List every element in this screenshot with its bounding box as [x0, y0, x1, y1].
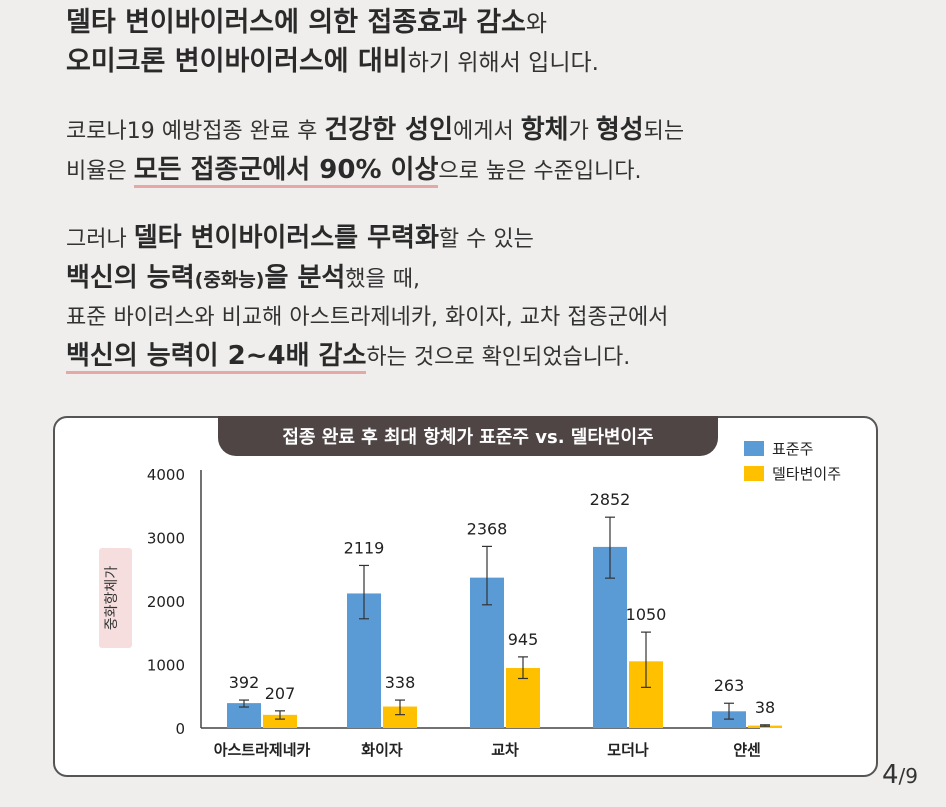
text-segment: 와 — [525, 11, 548, 37]
text-segment: 하기 위해서 입니다. — [407, 50, 599, 76]
p3-line: 그러나 델타 변이바이러스를 무력화할 수 있는 — [66, 219, 668, 259]
text-segment: 백신의 능력이 2~4배 감소 — [66, 341, 367, 374]
data-label: 2852 — [590, 490, 631, 509]
data-label: 945 — [508, 630, 539, 649]
text-segment: 표준 바이러스와 비교해 아스트라제네카, 화이자, 교차 접종군에서 — [66, 305, 669, 330]
text-segment: 델타 변이바이러스에 의한 접종효과 감소 — [66, 7, 526, 38]
delta-paragraph: 그러나 델타 변이바이러스를 무력화할 수 있는 백신의 능력(중화능)을 분석했… — [66, 219, 668, 377]
text-segment: 할 수 있는 — [438, 227, 534, 252]
text-segment: 비율은 — [66, 159, 134, 184]
text-segment: 형성 — [595, 115, 644, 145]
text-segment: 그러나 — [66, 227, 134, 252]
x-tick-label: 아스트라제네카 — [214, 741, 311, 759]
text-segment: 모든 접종군에서 90% 이상 — [133, 155, 439, 188]
text-segment: 에게서 — [453, 119, 521, 144]
x-tick-label: 화이자 — [361, 741, 403, 759]
bar-delta — [383, 706, 417, 728]
x-tick-label: 얀센 — [733, 741, 761, 759]
data-label: 38 — [755, 698, 775, 717]
text-segment: 했을 때, — [345, 267, 420, 292]
y-label-bg — [99, 548, 132, 648]
text-segment: 항체 — [520, 115, 569, 145]
data-label: 392 — [229, 673, 260, 692]
y-tick-label: 1000 — [147, 657, 185, 675]
text-segment: 되는 — [643, 119, 685, 144]
text-segment: 가 — [568, 119, 596, 144]
data-label: 207 — [265, 684, 296, 703]
text-segment: (중화능) — [194, 269, 265, 291]
p2-line: 비율은 모든 접종군에서 90% 이상으로 높은 수준입니다. — [66, 151, 684, 191]
y-tick-label: 3000 — [147, 530, 185, 548]
page-current: 4 — [881, 760, 899, 790]
y-tick-label: 4000 — [147, 466, 185, 484]
p3-line: 백신의 능력이 2~4배 감소하는 것으로 확인되었습니다. — [66, 337, 668, 377]
intro-paragraph: 델타 변이바이러스에 의한 접종효과 감소와 오미크론 변이바이러스에 대비하기 … — [66, 4, 599, 82]
text-segment: 오미크론 변이바이러스에 대비 — [66, 46, 408, 77]
page-indicator: 4/9 — [882, 760, 918, 790]
text-segment: 을 분석 — [264, 263, 346, 293]
x-tick-label: 모더나 — [607, 741, 649, 759]
text-segment: 백신의 능력 — [66, 263, 195, 293]
data-label: 263 — [714, 676, 745, 695]
chart-title: 접종 완료 후 최대 항체가 표준주 vs. 델타변이주 — [218, 416, 718, 456]
legend-swatch — [744, 441, 764, 456]
text-segment: 코로나19 예방접종 완료 후 — [66, 119, 325, 144]
p1-line: 오미크론 변이바이러스에 대비하기 위해서 입니다. — [66, 43, 599, 82]
legend-swatch — [744, 466, 764, 481]
legend-label: 표준주 — [772, 440, 813, 458]
data-label: 1050 — [626, 605, 667, 624]
y-axis-label: 중화항체가 — [104, 566, 120, 631]
data-label: 338 — [385, 673, 416, 692]
data-label: 2119 — [344, 538, 385, 557]
p1-line: 델타 변이바이러스에 의한 접종효과 감소와 — [66, 4, 599, 43]
text-segment: 델타 변이바이러스를 무력화 — [133, 223, 439, 253]
text-segment: 건강한 성인 — [324, 115, 454, 145]
data-label: 2368 — [467, 519, 508, 538]
x-tick-label: 교차 — [491, 741, 519, 759]
p3-line: 백신의 능력(중화능)을 분석했을 때, — [66, 259, 668, 299]
text-segment: 으로 높은 수준입니다. — [438, 159, 642, 184]
p2-line: 코로나19 예방접종 완료 후 건강한 성인에게서 항체가 형성되는 — [66, 111, 684, 151]
bar-delta — [263, 714, 297, 728]
y-tick-label: 2000 — [147, 593, 185, 611]
antibody-paragraph: 코로나19 예방접종 완료 후 건강한 성인에게서 항체가 형성되는 비율은 모든… — [66, 111, 684, 191]
y-tick-label: 0 — [175, 720, 185, 738]
text-segment: 하는 것으로 확인되었습니다. — [366, 345, 631, 370]
p3-line: 표준 바이러스와 비교해 아스트라제네카, 화이자, 교차 접종군에서 — [66, 299, 668, 337]
page-total: /9 — [898, 764, 918, 788]
legend-label: 델타변이주 — [772, 465, 841, 483]
